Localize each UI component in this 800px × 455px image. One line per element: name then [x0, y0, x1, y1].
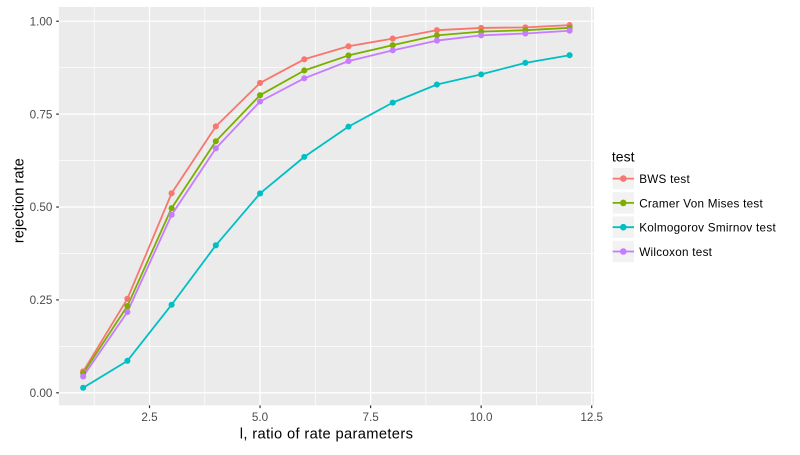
svg-text:10.0: 10.0 [470, 411, 493, 424]
svg-text:rejection rate: rejection rate [12, 158, 28, 243]
svg-text:0.25: 0.25 [30, 294, 53, 307]
svg-text:1.00: 1.00 [30, 15, 53, 28]
svg-text:5.0: 5.0 [252, 411, 269, 424]
svg-text:test: test [612, 148, 635, 164]
svg-text:0.75: 0.75 [30, 108, 53, 121]
svg-text:l, ratio of rate parameters: l, ratio of rate parameters [240, 427, 414, 443]
svg-text:Cramer Von Mises test: Cramer Von Mises test [639, 197, 763, 210]
svg-text:12.5: 12.5 [580, 411, 603, 424]
svg-text:BWS test: BWS test [639, 173, 690, 186]
svg-text:7.5: 7.5 [362, 411, 379, 424]
svg-text:2.5: 2.5 [141, 411, 158, 424]
svg-text:Wilcoxon test: Wilcoxon test [639, 246, 712, 259]
svg-text:0.00: 0.00 [30, 387, 53, 400]
svg-text:0.50: 0.50 [30, 201, 53, 214]
svg-text:Kolmogorov Smirnov test: Kolmogorov Smirnov test [639, 222, 776, 235]
